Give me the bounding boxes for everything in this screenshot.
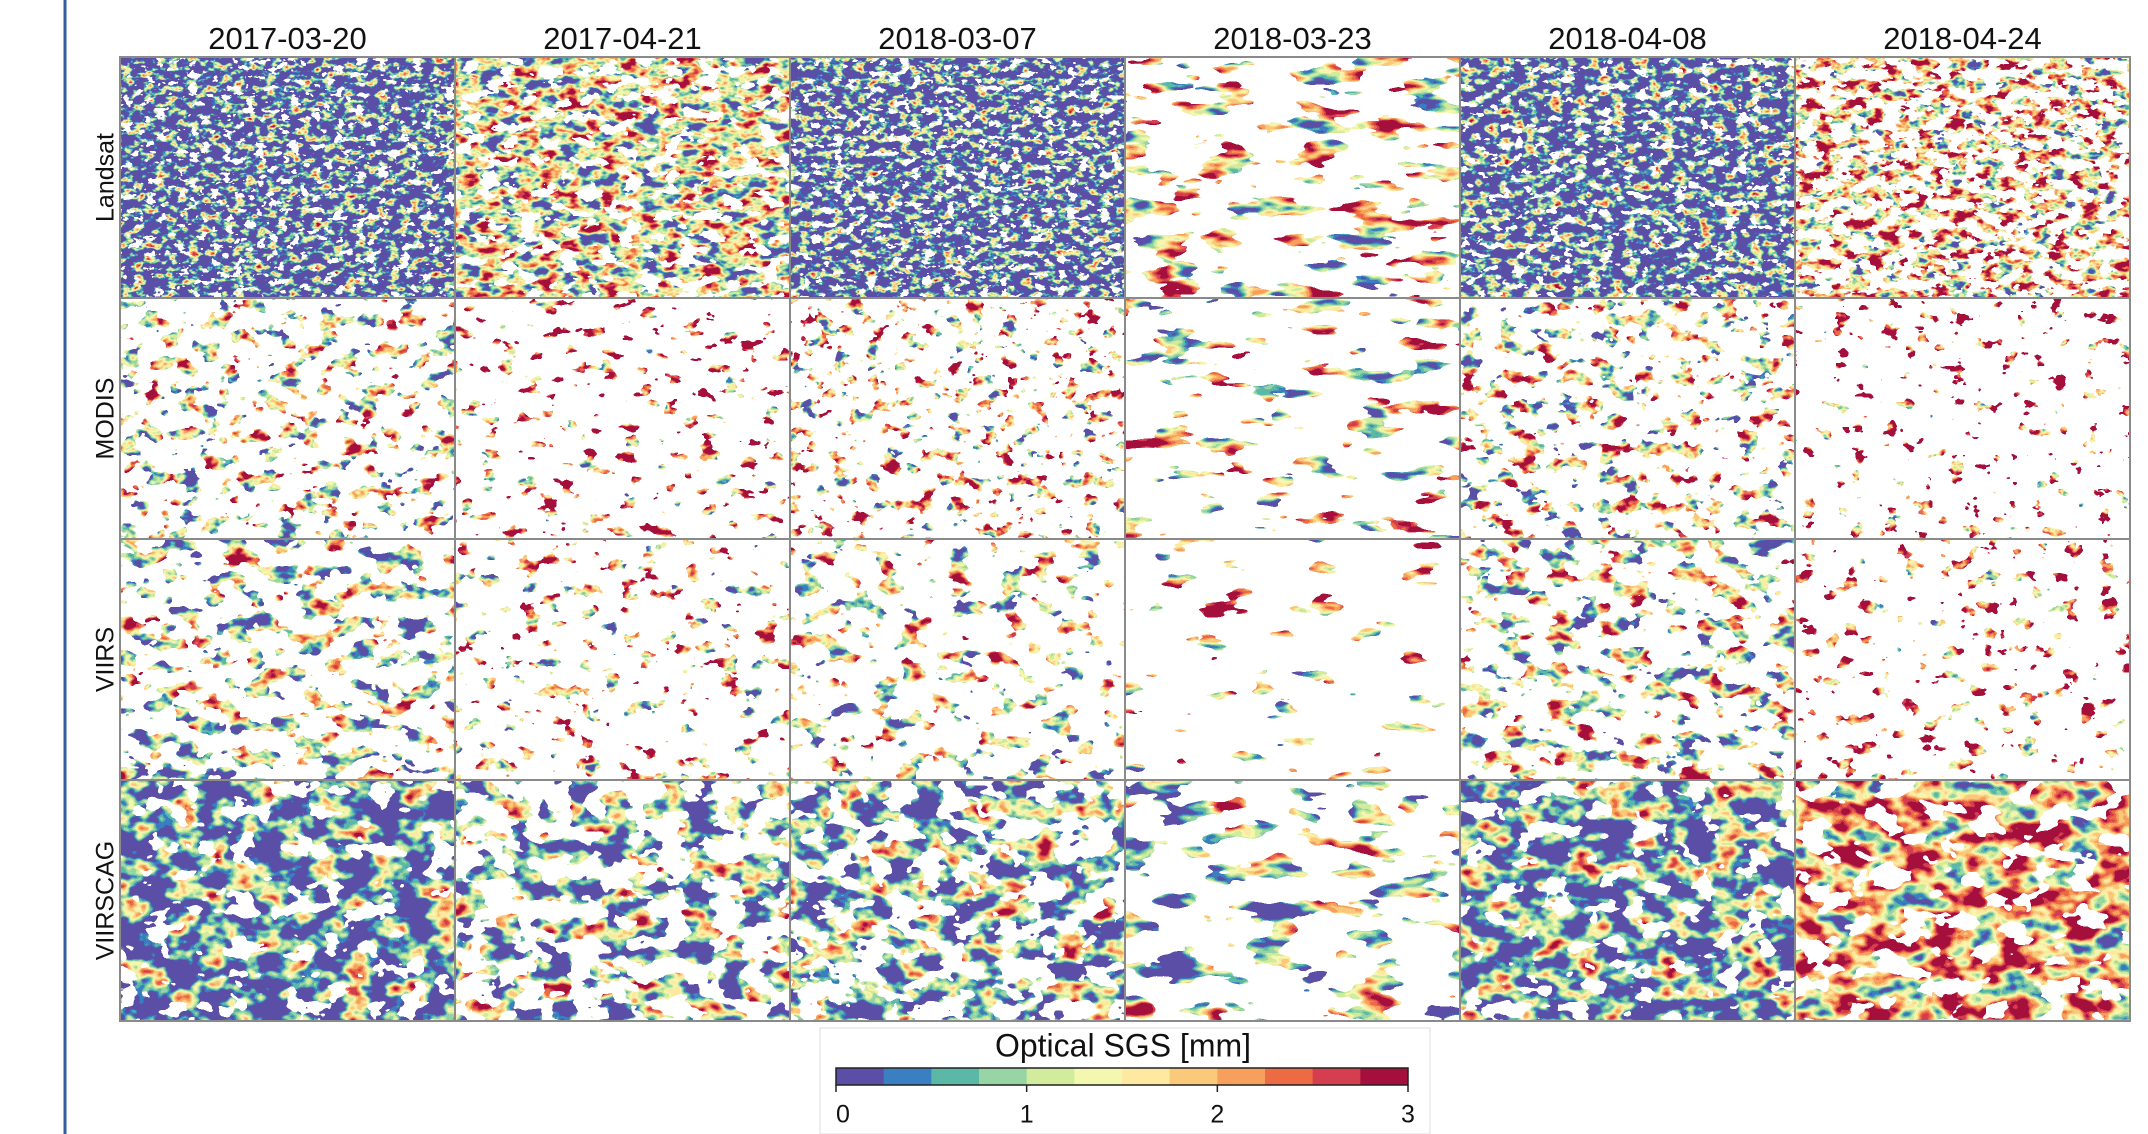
column-label: 2017-04-21 [543,21,702,56]
map-panel [1125,298,1460,539]
map-panel [120,539,455,780]
colorbar-segment [1265,1068,1313,1085]
map-panel [1125,57,1460,298]
map-panel [1460,298,1795,539]
row-label: VIIRSCAG [92,841,120,960]
map-panel [455,780,790,1021]
column-label: 2018-04-24 [1883,21,2042,56]
column-label: 2018-03-23 [1213,21,1372,56]
colorbar-tick-label: 3 [1401,1101,1415,1129]
map-panel [1795,57,2130,298]
map-panel [1795,780,2130,1021]
colorbar-segment [1217,1068,1265,1085]
map-panel [455,539,790,780]
row-label: VIIRS [92,627,120,692]
colorbar-tick-label: 2 [1210,1101,1224,1129]
colorbar-segment [979,1068,1027,1085]
colorbar-tick-label: 0 [836,1101,850,1129]
colorbar-segment [836,1068,884,1085]
column-label: 2017-03-20 [208,21,367,56]
colorbar-segment [1360,1068,1408,1085]
colorbar-segment [1122,1068,1170,1085]
map-panel [1460,539,1795,780]
colorbar-segment [1313,1068,1361,1085]
map-panel [120,780,455,1021]
map-panel [1125,539,1460,780]
row-label: MODIS [92,378,120,460]
map-panel [1125,780,1460,1021]
figure: Optical SGS [mm] Landsat MODIS VIIRS VIIRSC… [0,0,2148,1134]
map-panel [790,57,1125,298]
row-label: Landsat [92,133,120,222]
colorbar-segment [884,1068,932,1085]
map-panel [1795,539,2130,780]
colorbar-segment [1170,1068,1218,1085]
map-panel [1460,780,1795,1021]
colorbar-tick-label: 1 [1020,1101,1034,1129]
colorbar-title: Optical SGS [mm] [995,1027,1251,1063]
colorbar-segment [1074,1068,1122,1085]
map-panel [790,539,1125,780]
map-panel [120,298,455,539]
map-panel [790,780,1125,1021]
map-panel [1795,298,2130,539]
map-panel [790,298,1125,539]
page: Optical SGS [mm] Landsat MODIS VIIRS VIIRSC… [0,0,2148,1134]
colorbar-segment [1027,1068,1075,1085]
column-label: 2018-03-07 [878,21,1037,56]
map-panel [1460,57,1795,298]
map-panel [455,57,790,298]
map-panel [120,57,455,298]
column-label: 2018-04-08 [1548,21,1707,56]
colorbar-segment [931,1068,979,1085]
map-panel [455,298,790,539]
